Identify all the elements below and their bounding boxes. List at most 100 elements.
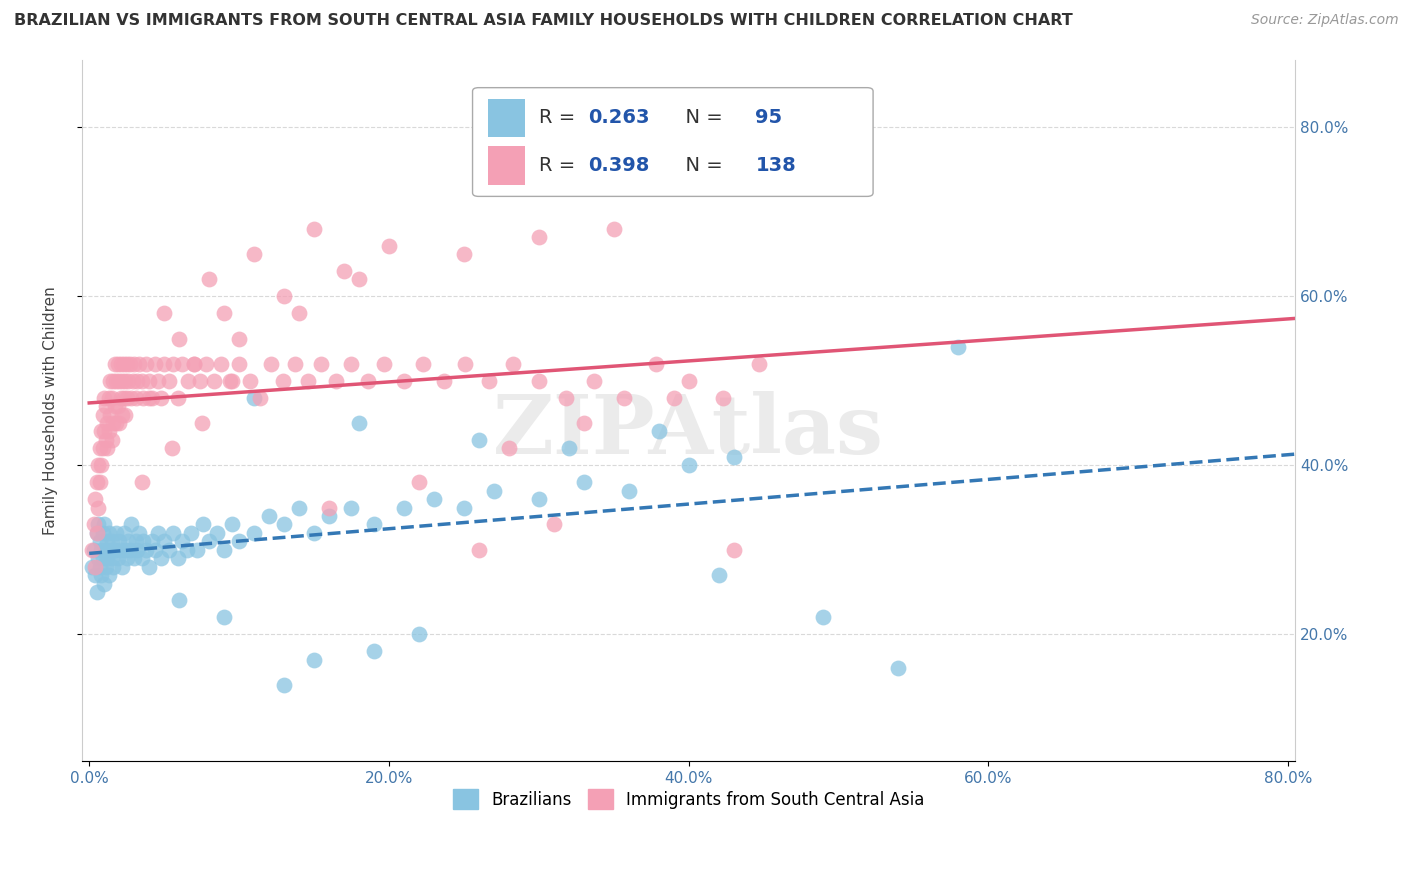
Point: [160, 442, 183, 456]
Point: [378, 238, 401, 252]
Point: [297, 374, 319, 388]
Point: [347, 416, 370, 430]
Point: [105, 525, 128, 540]
Point: [111, 408, 134, 422]
Point: [86, 525, 108, 540]
Point: [502, 357, 524, 371]
Point: [238, 374, 260, 388]
Point: [205, 525, 228, 540]
Point: [94, 559, 117, 574]
Point: [90, 542, 112, 557]
Point: [82, 559, 104, 574]
Point: [259, 357, 281, 371]
Point: [120, 517, 142, 532]
Point: [357, 374, 380, 388]
Point: [100, 391, 122, 405]
Point: [198, 272, 221, 286]
Point: [212, 306, 235, 320]
Point: [94, 399, 117, 413]
Point: [583, 374, 606, 388]
Point: [572, 416, 595, 430]
Point: [115, 551, 138, 566]
Point: [96, 534, 118, 549]
Point: [138, 559, 160, 574]
Point: [91, 442, 114, 456]
Point: [90, 568, 112, 582]
Point: [468, 542, 491, 557]
Point: [243, 525, 266, 540]
Point: [228, 534, 250, 549]
Point: [191, 517, 214, 532]
Point: [392, 374, 415, 388]
Point: [177, 374, 200, 388]
Point: [111, 374, 134, 388]
Point: [302, 653, 325, 667]
Point: [108, 534, 131, 549]
Point: [94, 433, 117, 447]
Point: [104, 542, 127, 557]
Point: [198, 534, 221, 549]
Point: [644, 357, 666, 371]
Point: [108, 374, 131, 388]
Point: [723, 542, 745, 557]
Point: [243, 391, 266, 405]
Point: [98, 408, 121, 422]
Point: [93, 425, 115, 439]
Point: [143, 542, 166, 557]
Point: [100, 433, 122, 447]
Point: [188, 374, 211, 388]
Point: [124, 391, 146, 405]
Point: [283, 357, 305, 371]
Point: [97, 568, 120, 582]
Point: [117, 374, 139, 388]
Point: [105, 374, 128, 388]
Point: [89, 534, 111, 549]
Point: [110, 357, 132, 371]
Point: [98, 542, 121, 557]
Point: [87, 458, 110, 473]
Point: [112, 525, 135, 540]
Point: [887, 661, 910, 675]
Point: [166, 391, 188, 405]
Point: [111, 559, 134, 574]
Point: [138, 374, 160, 388]
Point: [118, 357, 141, 371]
Point: [108, 416, 131, 430]
Point: [572, 475, 595, 490]
Point: [135, 357, 157, 371]
Point: [478, 374, 501, 388]
Point: [662, 391, 685, 405]
Point: [408, 475, 430, 490]
Point: [97, 425, 120, 439]
Point: [167, 593, 190, 607]
Point: [554, 391, 576, 405]
Text: R =: R =: [540, 156, 582, 175]
Text: Source: ZipAtlas.com: Source: ZipAtlas.com: [1251, 13, 1399, 28]
Point: [138, 391, 160, 405]
Point: [96, 551, 118, 566]
Point: [127, 374, 149, 388]
Point: [143, 357, 166, 371]
Point: [131, 374, 153, 388]
Point: [122, 357, 145, 371]
Point: [146, 374, 169, 388]
Point: [340, 357, 363, 371]
Point: [84, 492, 107, 507]
Point: [104, 357, 127, 371]
Point: [150, 391, 173, 405]
Point: [195, 357, 218, 371]
Point: [107, 357, 129, 371]
Point: [183, 357, 205, 371]
Point: [112, 391, 135, 405]
Point: [89, 475, 111, 490]
Point: [153, 534, 176, 549]
Text: N =: N =: [673, 108, 728, 128]
Text: R =: R =: [540, 108, 582, 128]
Point: [302, 525, 325, 540]
Point: [114, 374, 136, 388]
Point: [120, 391, 142, 405]
Point: [83, 517, 105, 532]
Point: [135, 542, 157, 557]
Point: [96, 442, 118, 456]
Point: [153, 357, 176, 371]
